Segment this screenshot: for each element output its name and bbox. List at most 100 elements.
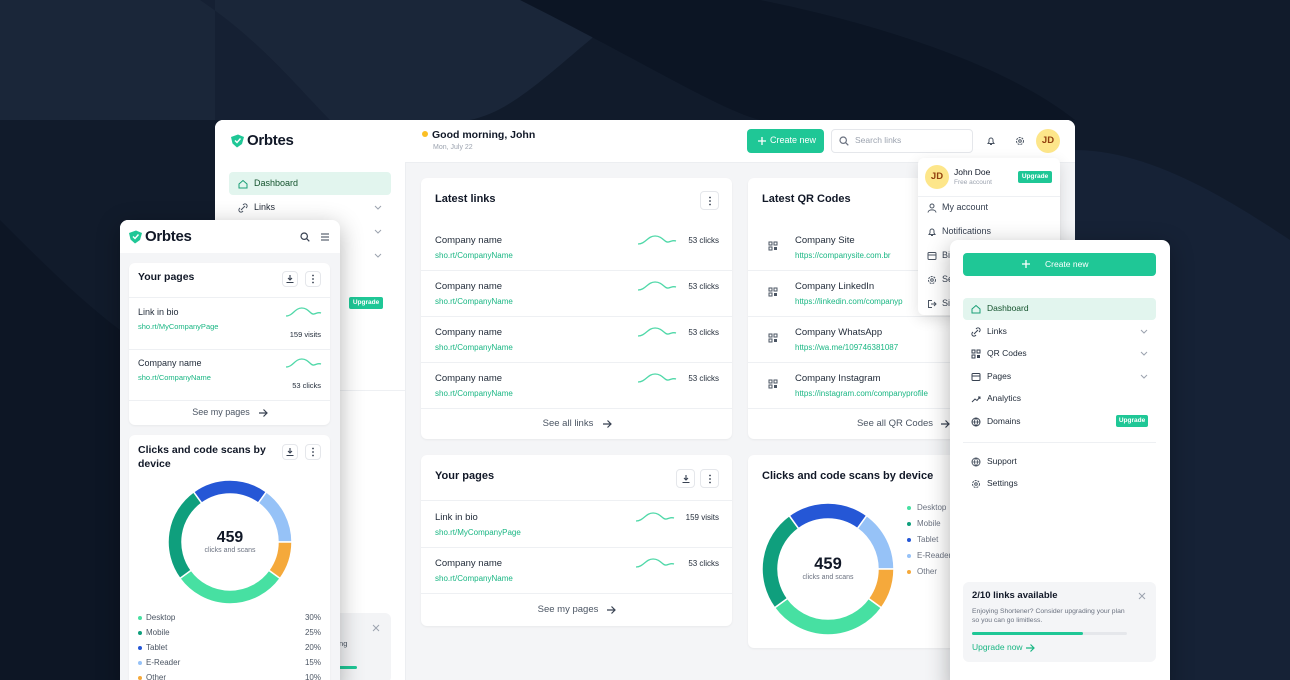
donut-chart bbox=[167, 479, 293, 605]
upgrade-badge-text: Upgrade bbox=[352, 298, 380, 306]
legend-value: 30% bbox=[304, 612, 321, 622]
bell-icon bbox=[987, 137, 995, 145]
donut-total: 459 bbox=[814, 555, 842, 574]
legend-dot bbox=[138, 661, 142, 665]
qr-icon bbox=[768, 333, 778, 343]
page-url: sho.rt/CompanyName bbox=[435, 573, 513, 583]
upgrade-badge-text: Upgrade bbox=[1118, 416, 1146, 424]
mobile-window: Orbtes Your pages Link in bio sho.rt/MyComp… bbox=[120, 220, 340, 680]
search-box[interactable] bbox=[831, 129, 973, 153]
page-url: sho.rt/MyCompanyPage bbox=[138, 322, 219, 332]
chevron-icon bbox=[1140, 329, 1148, 334]
legend-label: Desktop bbox=[917, 502, 947, 512]
legend-dot bbox=[907, 538, 911, 542]
qr-url: https://wa.me/109746381087 bbox=[795, 342, 899, 352]
legend-label: Tablet bbox=[917, 534, 939, 544]
card-footer: See all links bbox=[542, 417, 594, 429]
page-name: Link in bio bbox=[435, 511, 478, 523]
sparkline bbox=[637, 373, 677, 383]
donut-total: 459 bbox=[216, 528, 244, 546]
divider bbox=[918, 196, 1060, 197]
page-stat: 159 visits bbox=[685, 512, 719, 522]
close-icon bbox=[372, 624, 380, 632]
page-name: Company name bbox=[435, 557, 503, 569]
greeting: Good morning, John bbox=[432, 129, 536, 142]
nav-item: Analytics bbox=[987, 393, 1022, 404]
dots-icon bbox=[312, 274, 314, 284]
divider bbox=[421, 270, 732, 271]
arrow-icon bbox=[259, 409, 268, 417]
upgrade-badge[interactable] bbox=[1116, 415, 1148, 427]
legend-label: Mobile bbox=[917, 518, 941, 528]
link-url: sho.rt/CompanyName bbox=[435, 388, 513, 398]
donut-total-label: clicks and scans bbox=[204, 547, 256, 555]
card-footer: See my pages bbox=[537, 603, 599, 615]
menu-icon bbox=[321, 233, 329, 241]
link-name: Company name bbox=[435, 280, 503, 292]
divider bbox=[748, 408, 1060, 409]
card-footer: See my pages bbox=[192, 407, 250, 418]
page-name: Link in bio bbox=[138, 307, 179, 318]
nav-item: Links bbox=[987, 325, 1007, 336]
nav-item: QR Codes bbox=[987, 348, 1027, 359]
bell-icon bbox=[928, 228, 936, 236]
legend-label: Desktop bbox=[146, 612, 176, 622]
brand-name: Orbtes bbox=[145, 228, 192, 246]
arrow-icon bbox=[1026, 644, 1035, 652]
nav-item: Dashboard bbox=[987, 303, 1029, 314]
qr-url: https://companysite.com.br bbox=[795, 250, 891, 260]
legend-label: Other bbox=[146, 672, 167, 680]
promo-action: Upgrade now bbox=[972, 642, 1023, 653]
nav-item: Pages bbox=[987, 370, 1012, 381]
menu-item: Bi bbox=[942, 250, 951, 261]
donut-total-label: clicks and scans bbox=[802, 574, 854, 582]
dots-icon bbox=[708, 474, 711, 483]
qr-icon bbox=[971, 349, 981, 359]
divider bbox=[129, 400, 330, 401]
link-url: sho.rt/CompanyName bbox=[435, 342, 513, 352]
link-url: sho.rt/CompanyName bbox=[435, 250, 513, 260]
link-clicks: 53 clicks bbox=[688, 235, 719, 245]
create-button-text: Create new bbox=[1045, 259, 1089, 270]
link-clicks: 53 clicks bbox=[688, 281, 719, 291]
divider bbox=[421, 547, 732, 548]
arrow-icon bbox=[603, 420, 612, 428]
avatar[interactable] bbox=[1036, 129, 1060, 153]
search-placeholder: Search links bbox=[855, 135, 902, 146]
menu-item: Si bbox=[942, 298, 951, 309]
create-button[interactable] bbox=[963, 253, 1156, 276]
sidebar-active bbox=[229, 172, 391, 195]
chart-icon bbox=[971, 396, 981, 403]
weather-icon bbox=[422, 131, 428, 137]
legend-value: 15% bbox=[304, 657, 321, 667]
upgrade-badge[interactable] bbox=[349, 297, 383, 309]
link-name: Company name bbox=[435, 326, 503, 338]
dots-icon bbox=[312, 447, 314, 457]
divider bbox=[421, 500, 732, 501]
donut-segment bbox=[773, 597, 883, 636]
legend-dot bbox=[138, 616, 142, 620]
globe-icon bbox=[971, 417, 981, 427]
sparkline bbox=[285, 307, 322, 317]
legend-dot bbox=[138, 646, 142, 650]
upgrade-badge[interactable] bbox=[1018, 171, 1052, 183]
card-title: Clicks and code scans by device bbox=[138, 444, 266, 470]
legend-label: E-Reader bbox=[146, 657, 181, 667]
sparkline bbox=[635, 512, 675, 522]
card-footer: See all QR Codes bbox=[856, 417, 934, 429]
promo-title: 2/10 links available bbox=[972, 589, 1058, 601]
legend-dot bbox=[907, 506, 911, 510]
desktop-window: OrbtesDashboardLinksUpgradeupgradings.Go… bbox=[215, 120, 1075, 680]
gear-icon bbox=[928, 276, 936, 284]
legend-dot bbox=[907, 570, 911, 574]
menu-avatar-initials: JD bbox=[930, 170, 944, 182]
out-icon bbox=[928, 300, 937, 308]
divider bbox=[421, 408, 732, 409]
promo-text: Enjoying Shortener? Consider upgrading y… bbox=[972, 607, 1125, 625]
nav-item: Domains bbox=[987, 415, 1021, 426]
qr-url: https://linkedin.com/companyp bbox=[795, 296, 903, 306]
legend-label: Tablet bbox=[146, 642, 168, 652]
page-url: sho.rt/MyCompanyPage bbox=[435, 527, 521, 537]
download-icon bbox=[286, 448, 294, 457]
legend-value: 10% bbox=[304, 672, 321, 680]
